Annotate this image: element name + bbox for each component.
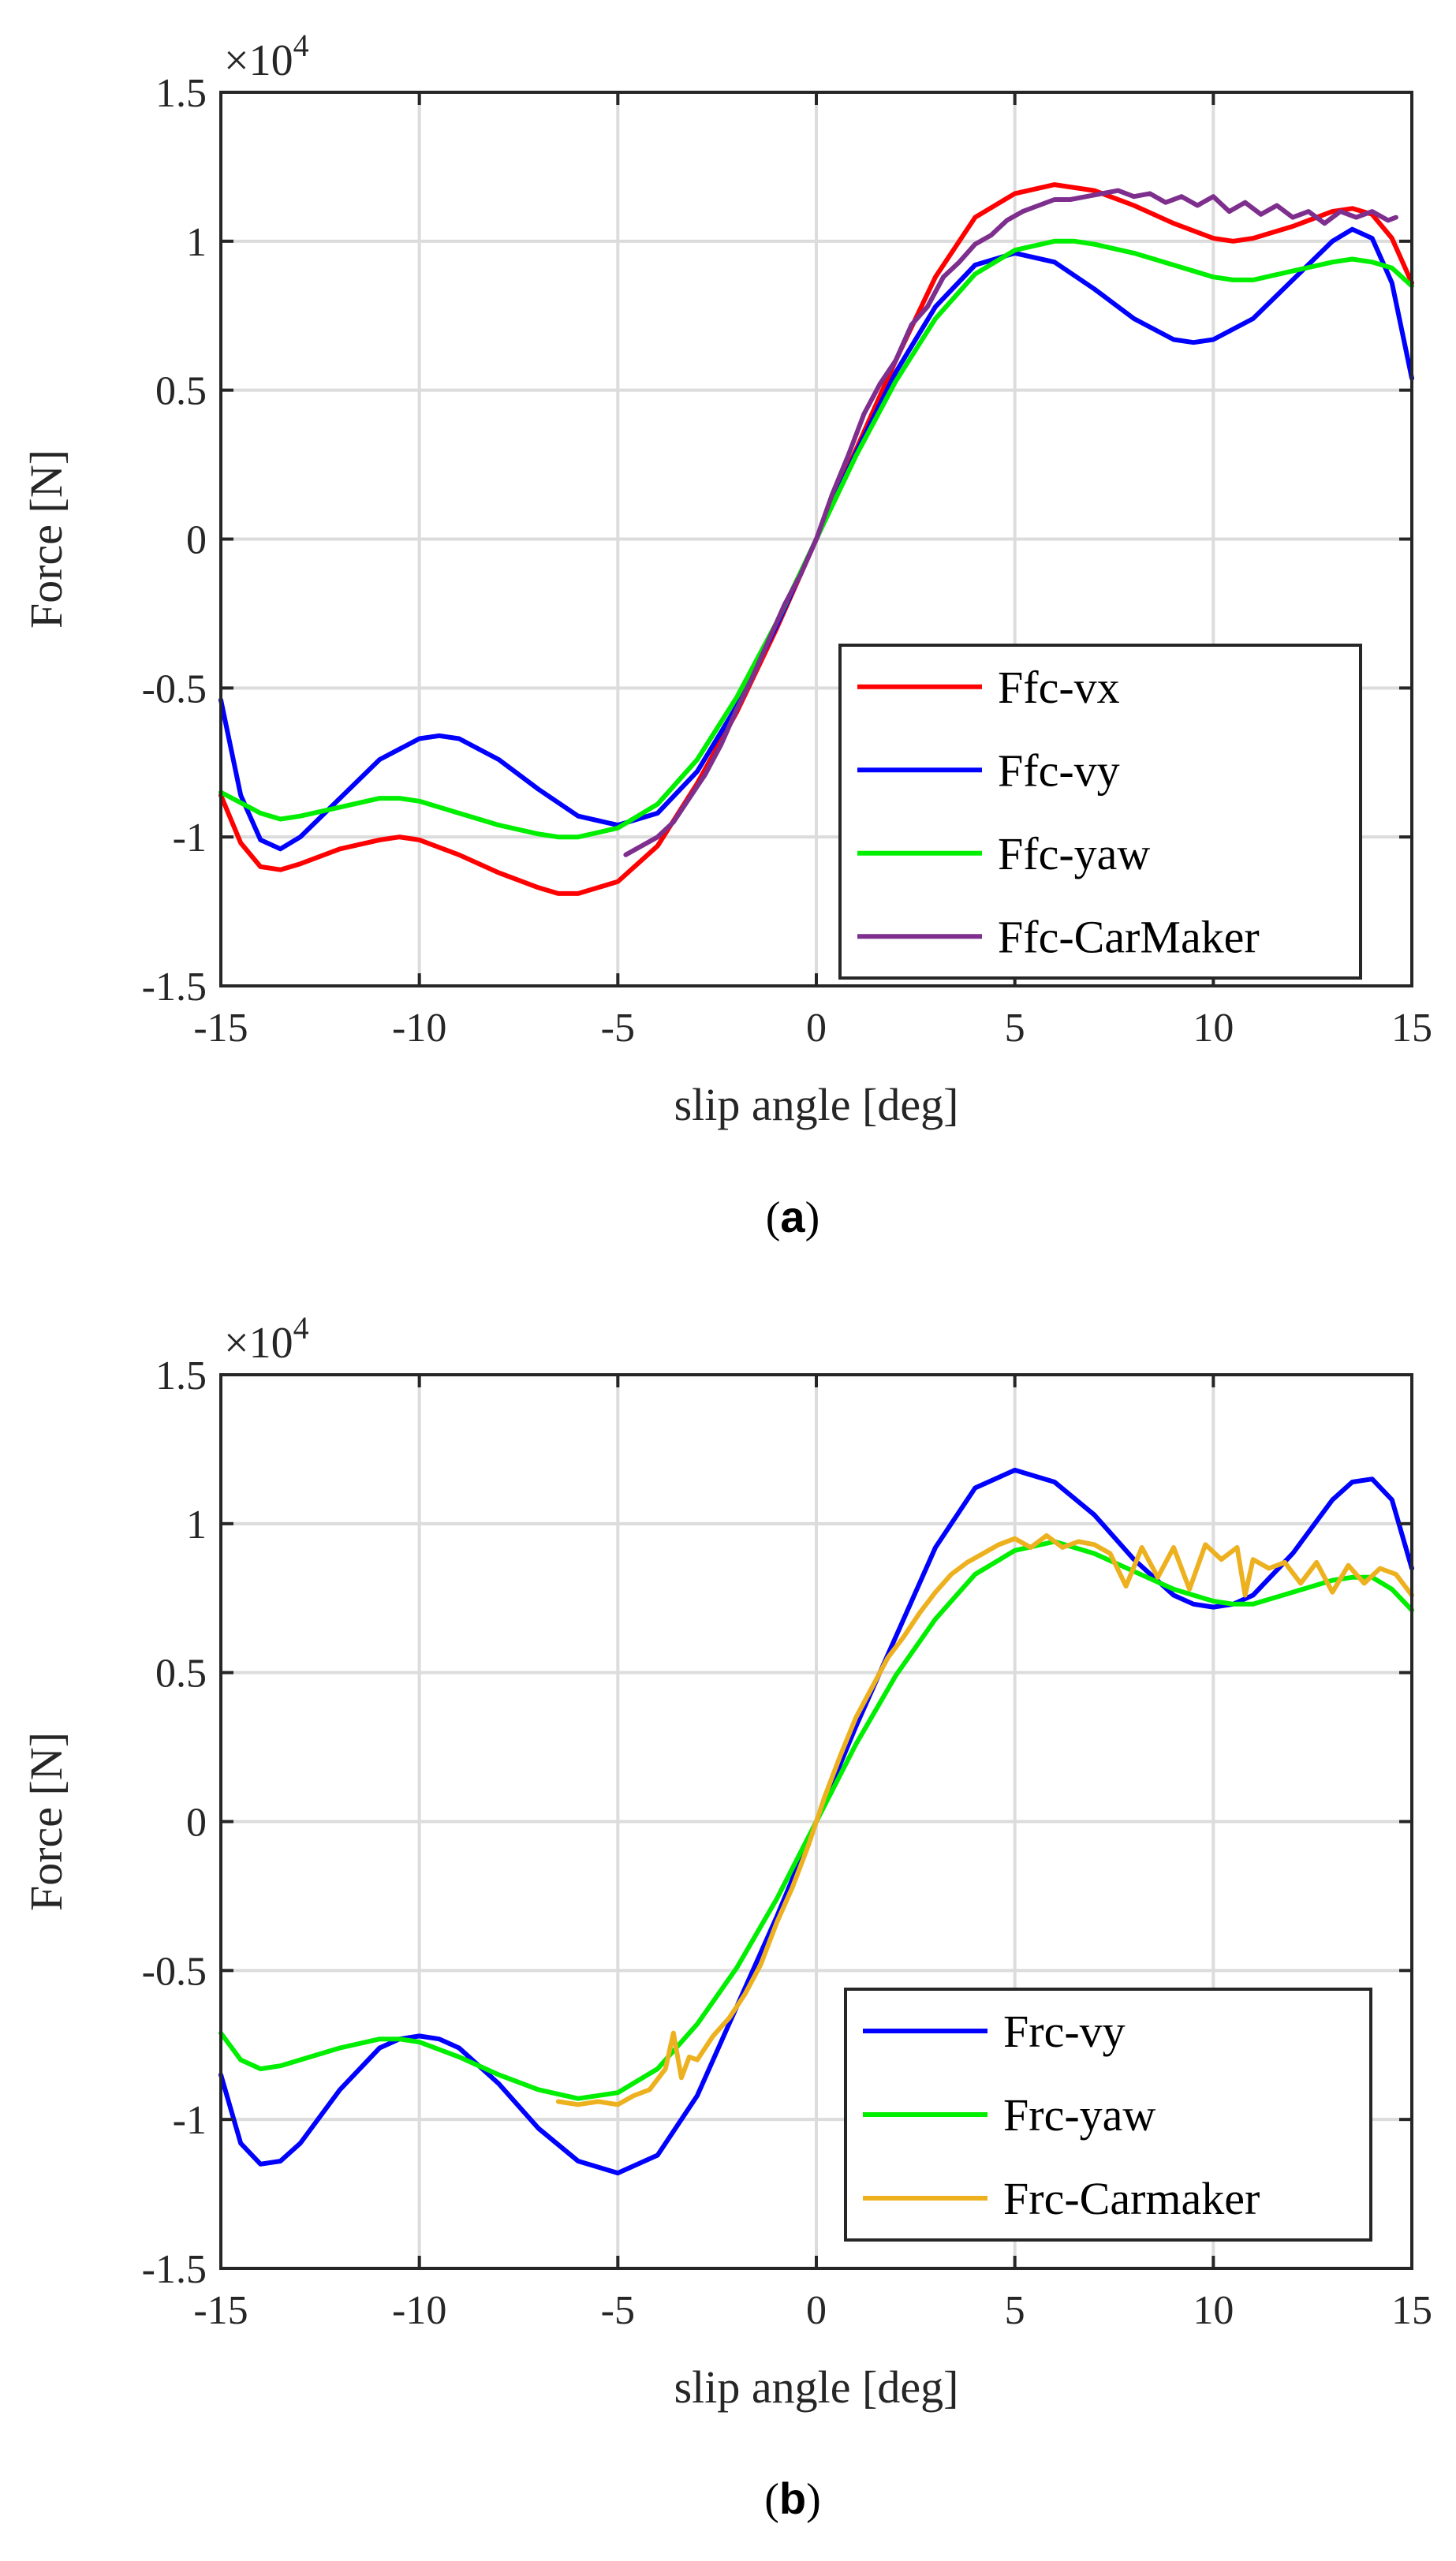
legend-label: Frc-Carmaker [1003, 2173, 1260, 2224]
y-tick-label: -0.5 [142, 1949, 207, 1994]
y-tick-label: -0.5 [142, 666, 207, 711]
y-tick-label: 0 [186, 518, 207, 563]
chart-panel-a: -15 -10 -5 0 5 10 15 -1.5 -1 -0.5 0 0.5 1 1.5 ×104 slip… [21, 28, 1432, 1242]
x-axis-label: slip angle [deg] [674, 1079, 959, 1130]
y-tick-label: 1.5 [155, 71, 207, 116]
x-tick-label: -5 [601, 2288, 635, 2333]
legend-label: Ffc-vx [998, 662, 1120, 713]
chart-panel-b: -15 -10 -5 0 5 10 15 -1.5 -1 -0.5 0 0.5 1 1.5 ×104 slip… [21, 1310, 1432, 2524]
x-tick-label: 0 [806, 2288, 827, 2333]
x-tick-label: -5 [601, 1006, 635, 1051]
y-multiplier-base: ×10 [224, 36, 293, 85]
legend-label: Ffc-yaw [998, 828, 1150, 879]
y-axis-label: Force [N] [21, 1732, 72, 1911]
y-tick-label: 1 [186, 1503, 207, 1547]
caption-letter: a [780, 1192, 805, 1241]
x-tick-label: 10 [1193, 1006, 1234, 1051]
y-tick-label: 0 [186, 1801, 207, 1846]
y-tick-label: 0.5 [155, 369, 207, 414]
panel-caption: (b) [764, 2473, 821, 2524]
caption-close: ) [805, 1193, 820, 1242]
legend-label: Frc-yaw [1003, 2089, 1155, 2141]
x-axis-label: slip angle [deg] [674, 2361, 959, 2413]
caption-open: ( [766, 1193, 781, 1242]
x-tick-label: -10 [392, 1006, 446, 1051]
y-tick-label: 1 [186, 220, 207, 265]
x-tick-label: 15 [1391, 1006, 1432, 1051]
y-tick-label: 0.5 [155, 1652, 207, 1697]
y-multiplier-base: ×10 [224, 1319, 293, 1368]
x-tick-label: 5 [1005, 2288, 1025, 2333]
caption-close: ) [806, 2475, 821, 2524]
x-tick-label: 5 [1005, 1006, 1025, 1051]
y-multiplier: ×104 [224, 1310, 309, 1368]
y-multiplier: ×104 [224, 28, 309, 85]
legend-label: Ffc-CarMaker [998, 911, 1260, 962]
x-tick-label: -10 [392, 2288, 446, 2333]
series-line-frc-carmaker [555, 1532, 1414, 2107]
y-tick-label: -1 [173, 2098, 207, 2143]
legend-box [838, 644, 1362, 980]
y-tick-label: -1 [173, 816, 207, 861]
y-multiplier-exponent: 4 [293, 28, 309, 63]
x-tick-label: 0 [806, 1006, 827, 1051]
legend-label: Frc-vy [1003, 2006, 1126, 2057]
caption-open: ( [764, 2475, 779, 2524]
y-axis-label: Force [N] [21, 450, 72, 629]
series-line-ffc-yaw [218, 238, 1414, 840]
y-multiplier-exponent: 4 [293, 1310, 309, 1346]
caption-letter: b [779, 2473, 806, 2523]
series-line-ffc-carmaker [623, 188, 1398, 857]
y-tick-label: -1.5 [142, 2247, 207, 2292]
x-tick-label: 10 [1193, 2288, 1234, 2333]
legend-label: Ffc-vy [998, 745, 1120, 796]
panel-caption: (a) [766, 1192, 819, 1242]
y-tick-label: 1.5 [155, 1353, 207, 1398]
x-tick-label: 15 [1391, 2288, 1432, 2333]
y-tick-label: -1.5 [142, 965, 207, 1010]
x-tick-label: -15 [193, 1006, 248, 1051]
x-tick-label: -15 [193, 2288, 248, 2333]
